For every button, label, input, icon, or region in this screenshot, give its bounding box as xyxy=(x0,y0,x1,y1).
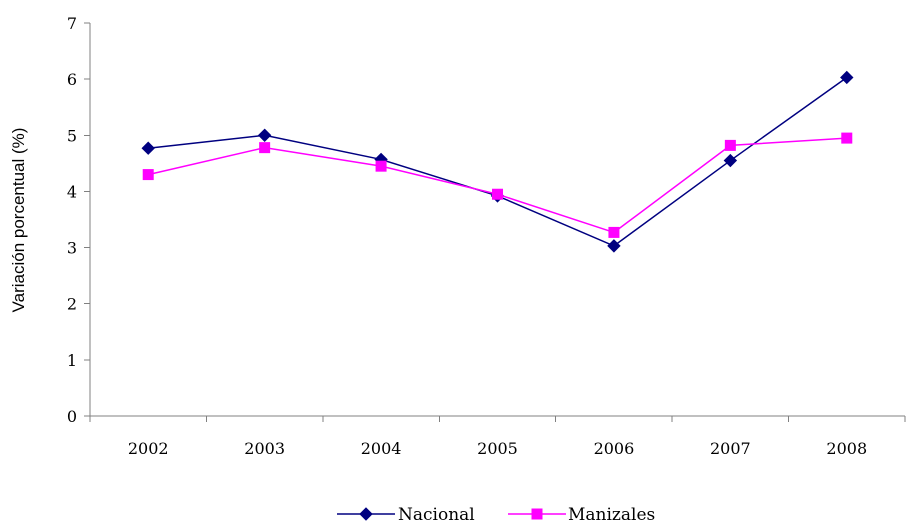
data-point xyxy=(841,132,853,144)
x-tick-label: 2005 xyxy=(477,439,518,458)
y-tick-label: 4 xyxy=(67,182,77,201)
y-tick-label: 5 xyxy=(67,126,77,145)
x-tick-label: 2007 xyxy=(710,439,751,458)
x-tick-label: 2002 xyxy=(128,439,169,458)
data-point xyxy=(607,239,621,253)
y-axis-title: Variación porcentual (%) xyxy=(9,128,28,313)
series-layer xyxy=(141,70,854,253)
data-point xyxy=(375,160,387,172)
legend-marker xyxy=(531,508,543,520)
data-point xyxy=(724,139,736,151)
data-point xyxy=(840,70,854,85)
series-manizales xyxy=(142,132,853,238)
y-tick-label: 7 xyxy=(67,14,77,33)
legend: Nacional Manizales xyxy=(337,505,655,525)
data-point xyxy=(141,141,155,155)
legend-item-manizales: Manizales xyxy=(508,505,655,525)
data-point xyxy=(257,128,272,142)
data-point xyxy=(608,226,620,238)
legend-label: Nacional xyxy=(398,505,475,525)
y-tick-label: 2 xyxy=(67,295,77,314)
y-tick-label: 1 xyxy=(67,351,77,370)
x-tick-label: 2006 xyxy=(594,439,635,458)
legend-label: Manizales xyxy=(568,505,655,525)
data-point xyxy=(723,153,738,168)
x-tick-label: 2008 xyxy=(826,439,867,458)
x-axis: 2002 2003 2004 2005 2006 2007 2008 xyxy=(89,415,906,458)
y-axis: 0 1 2 3 4 5 6 7 xyxy=(67,14,91,426)
series-line xyxy=(148,76,848,247)
data-point xyxy=(142,169,154,181)
y-tick-label: 3 xyxy=(67,239,77,258)
legend-item-nacional: Nacional xyxy=(337,505,475,525)
series-nacional xyxy=(141,70,854,253)
data-point xyxy=(259,142,271,154)
x-tick-label: 2003 xyxy=(244,439,285,458)
data-point xyxy=(492,188,503,200)
y-tick-label: 6 xyxy=(67,70,77,89)
x-tick-label: 2004 xyxy=(361,439,402,458)
legend-marker xyxy=(359,507,373,521)
y-tick-label: 0 xyxy=(67,407,77,426)
